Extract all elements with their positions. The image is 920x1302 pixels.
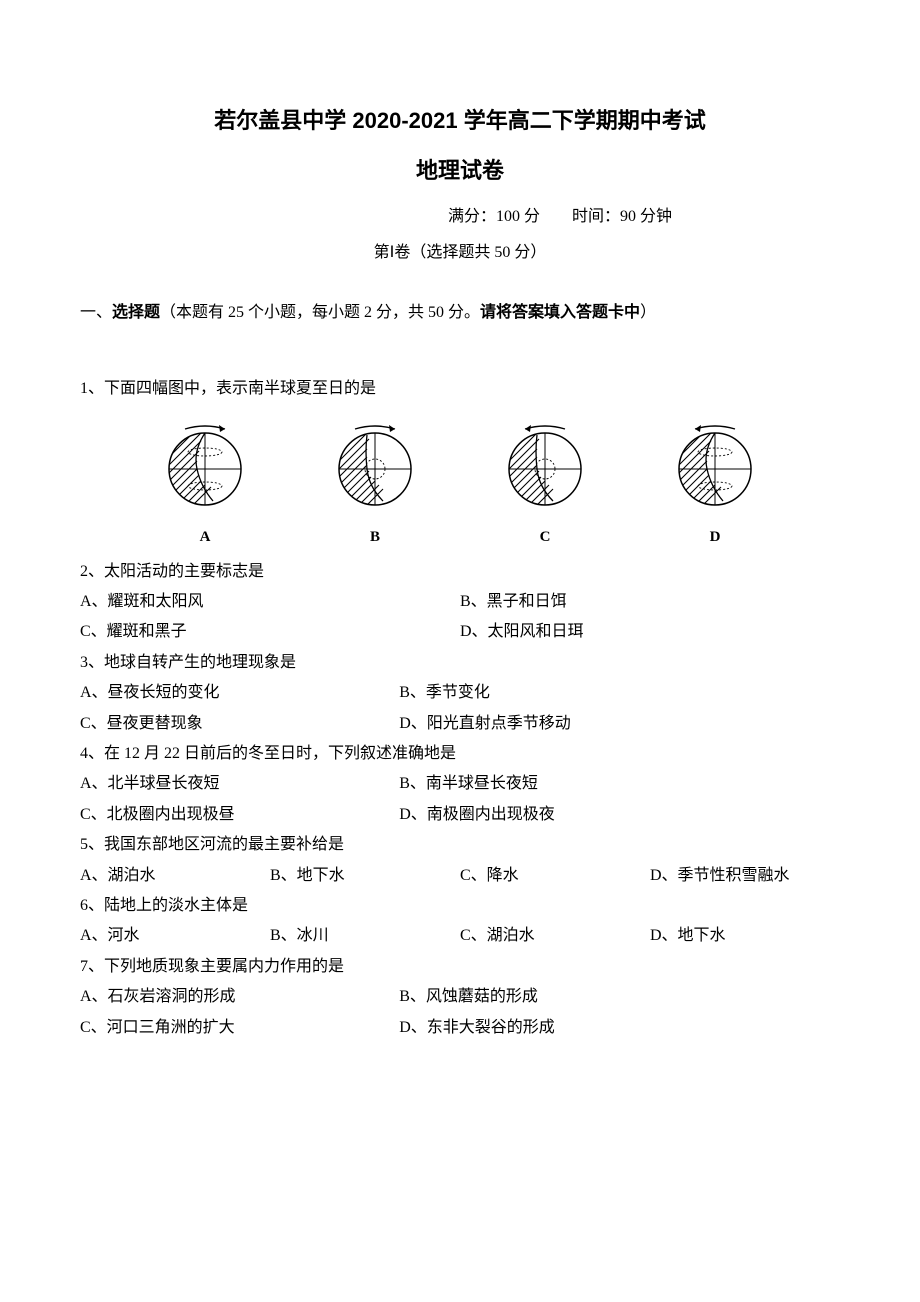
question-2-option-a: A、耀斑和太阳风 — [80, 587, 460, 617]
question-5-option-c: C、降水 — [460, 861, 650, 891]
globe-diagram-a-icon — [155, 419, 255, 519]
section-label: 第Ⅰ卷（选择题共 50 分） — [80, 238, 840, 268]
question-3: 3、地球自转产生的地理现象是 A、昼夜长短的变化 B、季节变化 C、昼夜更替现象… — [80, 648, 840, 739]
question-4: 4、在 12 月 22 日前后的冬至日时，下列叙述准确地是 A、北半球昼长夜短 … — [80, 739, 840, 830]
diagram-c: C — [495, 419, 595, 552]
question-5: 5、我国东部地区河流的最主要补给是 A、湖泊水 B、地下水 C、降水 D、季节性… — [80, 830, 840, 891]
question-2-option-c: C、耀斑和黑子 — [80, 617, 460, 647]
diagram-a-label: A — [155, 523, 255, 552]
question-5-option-d: D、季节性积雪融水 — [650, 861, 840, 891]
section-heading-suffix: ） — [640, 304, 656, 321]
diagram-a: A — [155, 419, 255, 552]
question-4-option-d: D、南极圈内出现极夜 — [399, 800, 840, 830]
question-7: 7、下列地质现象主要属内力作用的是 A、石灰岩溶洞的形成 B、风蚀蘑菇的形成 C… — [80, 952, 840, 1043]
section-heading-bold2: 请将答案填入答题卡中 — [480, 304, 640, 321]
question-7-option-b: B、风蚀蘑菇的形成 — [399, 982, 840, 1012]
title-line-1: 若尔盖县中学 2020-2021 学年高二下学期期中考试 — [80, 100, 840, 142]
title-line-2: 地理试卷 — [80, 150, 840, 192]
diagram-d: D — [665, 419, 765, 552]
question-7-text: 7、下列地质现象主要属内力作用的是 — [80, 952, 840, 982]
question-6-option-c: C、湖泊水 — [460, 921, 650, 951]
question-7-option-d: D、东非大裂谷的形成 — [399, 1013, 840, 1043]
globe-diagram-b-icon — [325, 419, 425, 519]
question-4-option-b: B、南半球昼长夜短 — [399, 769, 840, 799]
section-heading-bold1: 选择题 — [112, 304, 160, 321]
question-2-option-b: B、黑子和日饵 — [460, 587, 840, 617]
diagram-d-label: D — [665, 523, 765, 552]
question-6-text: 6、陆地上的淡水主体是 — [80, 891, 840, 921]
question-5-text: 5、我国东部地区河流的最主要补给是 — [80, 830, 840, 860]
section-heading-prefix: 一、 — [80, 304, 112, 321]
question-7-option-c: C、河口三角洲的扩大 — [80, 1013, 399, 1043]
question-5-option-b: B、地下水 — [270, 861, 460, 891]
question-2-text: 2、太阳活动的主要标志是 — [80, 557, 840, 587]
question-4-text: 4、在 12 月 22 日前后的冬至日时，下列叙述准确地是 — [80, 739, 840, 769]
question-4-option-a: A、北半球昼长夜短 — [80, 769, 399, 799]
question-1: 1、下面四幅图中，表示南半球夏至日的是 — [80, 374, 840, 552]
question-4-option-c: C、北极圈内出现极昼 — [80, 800, 399, 830]
meta-info: 满分：100 分 时间：90 分钟 — [80, 202, 840, 232]
question-5-option-a: A、湖泊水 — [80, 861, 270, 891]
question-6: 6、陆地上的淡水主体是 A、河水 B、冰川 C、湖泊水 D、地下水 — [80, 891, 840, 952]
question-2: 2、太阳活动的主要标志是 A、耀斑和太阳风 B、黑子和日饵 C、耀斑和黑子 D、… — [80, 557, 840, 648]
section-heading: 一、选择题（本题有 25 个小题，每小题 2 分，共 50 分。请将答案填入答题… — [80, 298, 840, 328]
question-3-option-d: D、阳光直射点季节移动 — [399, 709, 840, 739]
globe-diagram-c-icon — [495, 419, 595, 519]
diagram-b: B — [325, 419, 425, 552]
question-3-option-b: B、季节变化 — [399, 678, 840, 708]
question-2-option-d: D、太阳风和日珥 — [460, 617, 840, 647]
question-6-option-a: A、河水 — [80, 921, 270, 951]
question-3-option-c: C、昼夜更替现象 — [80, 709, 399, 739]
diagram-b-label: B — [325, 523, 425, 552]
question-3-option-a: A、昼夜长短的变化 — [80, 678, 399, 708]
globe-diagram-d-icon — [665, 419, 765, 519]
question-6-option-b: B、冰川 — [270, 921, 460, 951]
section-heading-mid: （本题有 25 个小题，每小题 2 分，共 50 分。 — [160, 304, 480, 321]
question-6-option-d: D、地下水 — [650, 921, 840, 951]
question-1-text: 1、下面四幅图中，表示南半球夏至日的是 — [80, 374, 840, 404]
diagram-c-label: C — [495, 523, 595, 552]
question-7-option-a: A、石灰岩溶洞的形成 — [80, 982, 399, 1012]
question-3-text: 3、地球自转产生的地理现象是 — [80, 648, 840, 678]
question-1-diagrams: A — [120, 419, 800, 552]
